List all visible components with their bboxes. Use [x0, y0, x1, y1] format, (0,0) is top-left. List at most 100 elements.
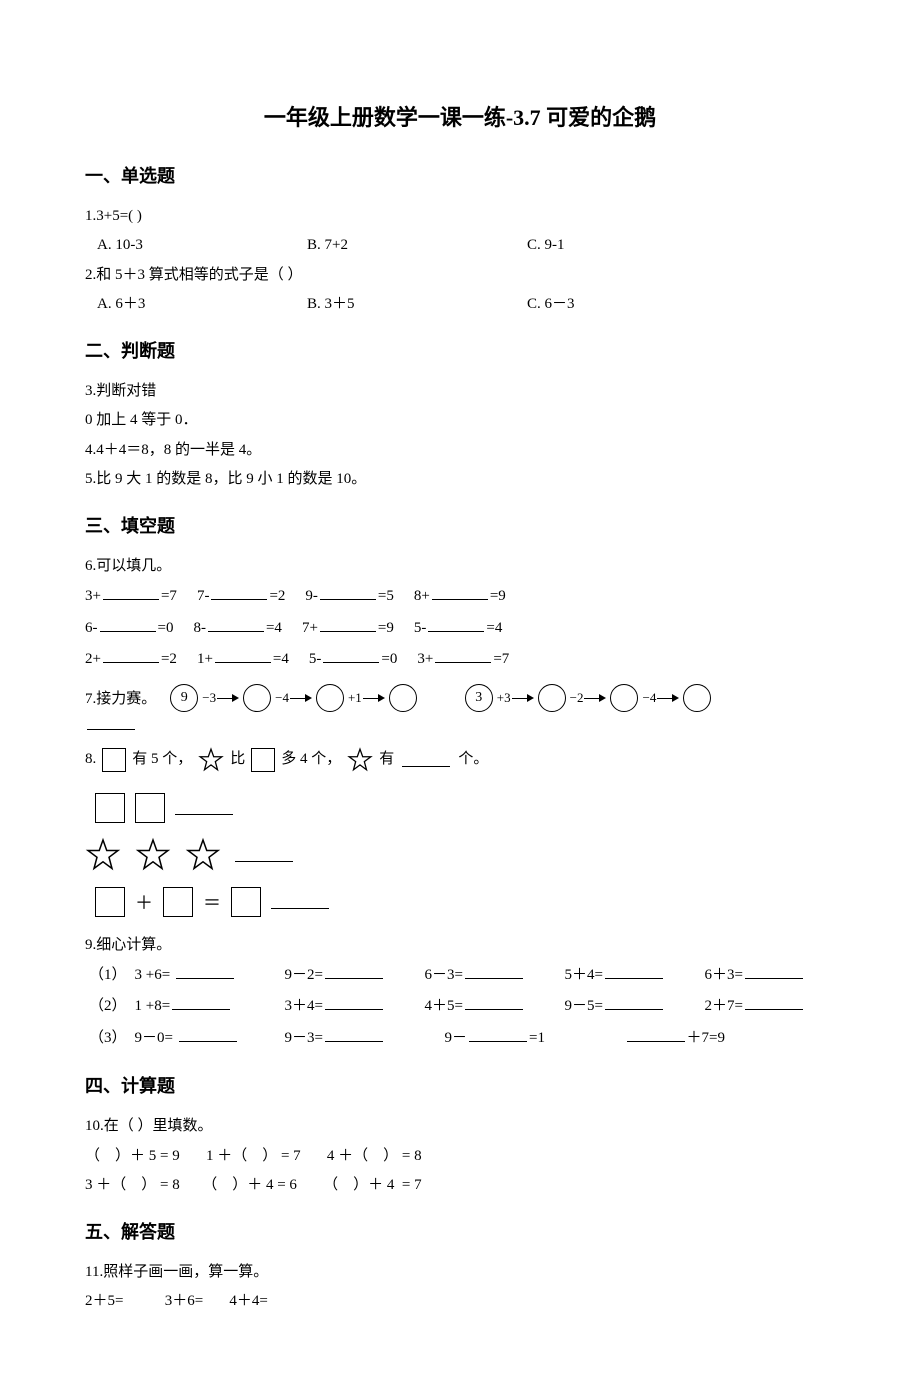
circle-empty	[538, 684, 566, 712]
circle-empty	[610, 684, 638, 712]
q6-r3c2: 1+=4	[197, 644, 289, 676]
q9-r2c5-txt: 2＋7=	[705, 998, 743, 1014]
q9-r3c1: 9－0=	[135, 1023, 285, 1055]
q6-stem: 6.可以填几。	[85, 552, 835, 581]
q7-op2-1-txt: +3	[497, 690, 511, 706]
q7-row: 7.接力赛。 9 −3 −4 +1 3 +3 −2 −4	[85, 684, 835, 712]
q9-row1: （1） 3 +6= 9－2= 6－3= 5＋4= 6＋3=	[85, 960, 835, 992]
page-title: 一年级上册数学一课一练-3.7 可爱的企鹅	[85, 100, 835, 132]
arrow-icon	[512, 693, 534, 703]
q6-r2c3: 7+=9	[302, 613, 394, 645]
blank	[325, 995, 383, 1010]
q7-op1-2: −4	[275, 690, 312, 706]
q2-opt-c: C. 6－3	[527, 290, 575, 319]
star-icon	[198, 747, 224, 773]
q6-row2: 6- =0 8-=4 7+=9 5- =4	[85, 613, 835, 645]
q6-r3c1-suf: =2	[161, 651, 177, 667]
square-icon	[95, 887, 125, 917]
q3-line1: 3.判断对错	[85, 377, 835, 406]
blank	[745, 995, 803, 1010]
arrow-icon	[363, 693, 385, 703]
q6-r3c1-pre: 2+	[85, 651, 101, 667]
q9-r1c5-txt: 6＋3=	[705, 967, 743, 983]
q10-stem: 10.在（ ）里填数。	[85, 1112, 835, 1141]
q6-r2c2: 8-=4	[193, 613, 281, 645]
q6-row1: 3+=7 7-=2 9-=5 8+=9	[85, 581, 835, 613]
q6-r2c1: 6- =0	[85, 613, 173, 645]
blank	[175, 800, 233, 815]
q8-equation: ＋ ＝	[95, 887, 835, 917]
q4-line: 4.4＋4＝8，8 的一半是 4。	[85, 436, 835, 465]
blank	[469, 1027, 527, 1042]
q9-r1c2-txt: 9－2=	[285, 967, 323, 983]
q5-line: 5.比 9 大 1 的数是 8，比 9 小 1 的数是 10。	[85, 465, 835, 494]
q9-r3c3b-txt: =1	[529, 1030, 545, 1046]
q9-r2c2-txt: 3＋4=	[285, 998, 323, 1014]
q8-squares-row	[95, 793, 835, 823]
q6-r2c2-pre: 8-	[193, 620, 206, 636]
q8-stars-row	[85, 837, 835, 873]
q9-r1c1: 3 +6=	[135, 960, 285, 992]
q6-r1c2: 7-=2	[197, 581, 285, 613]
q2-stem: 2.和 5＋3 算式相等的式子是（ ）	[85, 261, 835, 290]
q9-r1c2: 9－2=	[285, 960, 425, 992]
q6-r3c3-suf: =0	[381, 651, 397, 667]
blank	[320, 617, 376, 632]
section-5-heading: 五、解答题	[85, 1218, 835, 1244]
square-icon	[251, 748, 275, 772]
q6-r1c4-pre: 8+	[414, 588, 430, 604]
q6-r1c4-suf: =9	[490, 588, 506, 604]
q9-r2c1-txt: 1 +8=	[135, 998, 171, 1014]
section-3-heading: 三、填空题	[85, 512, 835, 538]
q6-r3c4: 3+=7	[417, 644, 509, 676]
q6-r2c4-pre: 5-	[414, 620, 427, 636]
q9-r3c2: 9－3=	[285, 1023, 445, 1055]
q7-op2-1: +3	[497, 690, 534, 706]
q6-r3c4-suf: =7	[493, 651, 509, 667]
q10-line1: （ ）＋ 5 = 9 1 ＋（ ） = 7 4 ＋（ ） = 8	[85, 1142, 835, 1171]
q6-r2c4-suf: =4	[486, 620, 502, 636]
blank	[103, 585, 159, 600]
blank	[208, 617, 264, 632]
blank	[320, 585, 376, 600]
q11-stem: 11.照样子画一画，算一算。	[85, 1258, 835, 1287]
q6-row3: 2+=2 1+=4 5-=0 3+=7	[85, 644, 835, 676]
blank	[465, 995, 523, 1010]
q9-r2-idx: （2）	[89, 991, 127, 1023]
blank	[745, 964, 803, 979]
q7-op2-3-txt: −4	[642, 690, 656, 706]
q8-t2: 比	[230, 741, 245, 779]
q7-op1-2-txt: −4	[275, 690, 289, 706]
q6-r1c1: 3+=7	[85, 581, 177, 613]
q3-line2: 0 加上 4 等于 0．	[85, 406, 835, 435]
q1-opt-b: B. 7+2	[307, 231, 527, 260]
q9-r2c5: 2＋7=	[705, 991, 805, 1023]
circle-empty	[243, 684, 271, 712]
q7-op1-3-txt: +1	[348, 690, 362, 706]
section-4-heading: 四、计算题	[85, 1072, 835, 1098]
blank	[100, 617, 156, 632]
circle-empty	[389, 684, 417, 712]
q6-r1c2-pre: 7-	[197, 588, 210, 604]
q7-op2-2: −2	[570, 690, 607, 706]
q9-r3-idx: （3）	[89, 1023, 127, 1055]
q9-r2c4-txt: 9－5=	[565, 998, 603, 1014]
q1-options: A. 10-3 B. 7+2 C. 9-1	[85, 231, 835, 260]
blank	[428, 617, 484, 632]
q6-r2c1-suf: =0	[158, 620, 174, 636]
square-icon	[231, 887, 261, 917]
q9-r1-idx: （1）	[89, 960, 127, 992]
q6-r2c1-pre: 6-	[85, 620, 98, 636]
q9-r2c2: 3＋4=	[285, 991, 425, 1023]
document-page: 一年级上册数学一课一练-3.7 可爱的企鹅 一、单选题 1.3+5=( ) A.…	[0, 0, 920, 1377]
q10-line2: 3 ＋（ ） = 8 （ ）＋ 4 = 6 （ ）＋ 4 = 7	[85, 1171, 835, 1200]
q7-start2: 3	[465, 684, 493, 712]
blank	[271, 894, 329, 909]
q9-r3c3a-txt: 9－	[445, 1030, 468, 1046]
blank	[176, 964, 234, 979]
blank	[465, 964, 523, 979]
q9-row3: （3） 9－0= 9－3= 9－=1 ＋7=9	[85, 1023, 835, 1055]
blank	[235, 847, 293, 862]
q9-r2c3-txt: 4＋5=	[425, 998, 463, 1014]
star-icon	[135, 837, 171, 873]
